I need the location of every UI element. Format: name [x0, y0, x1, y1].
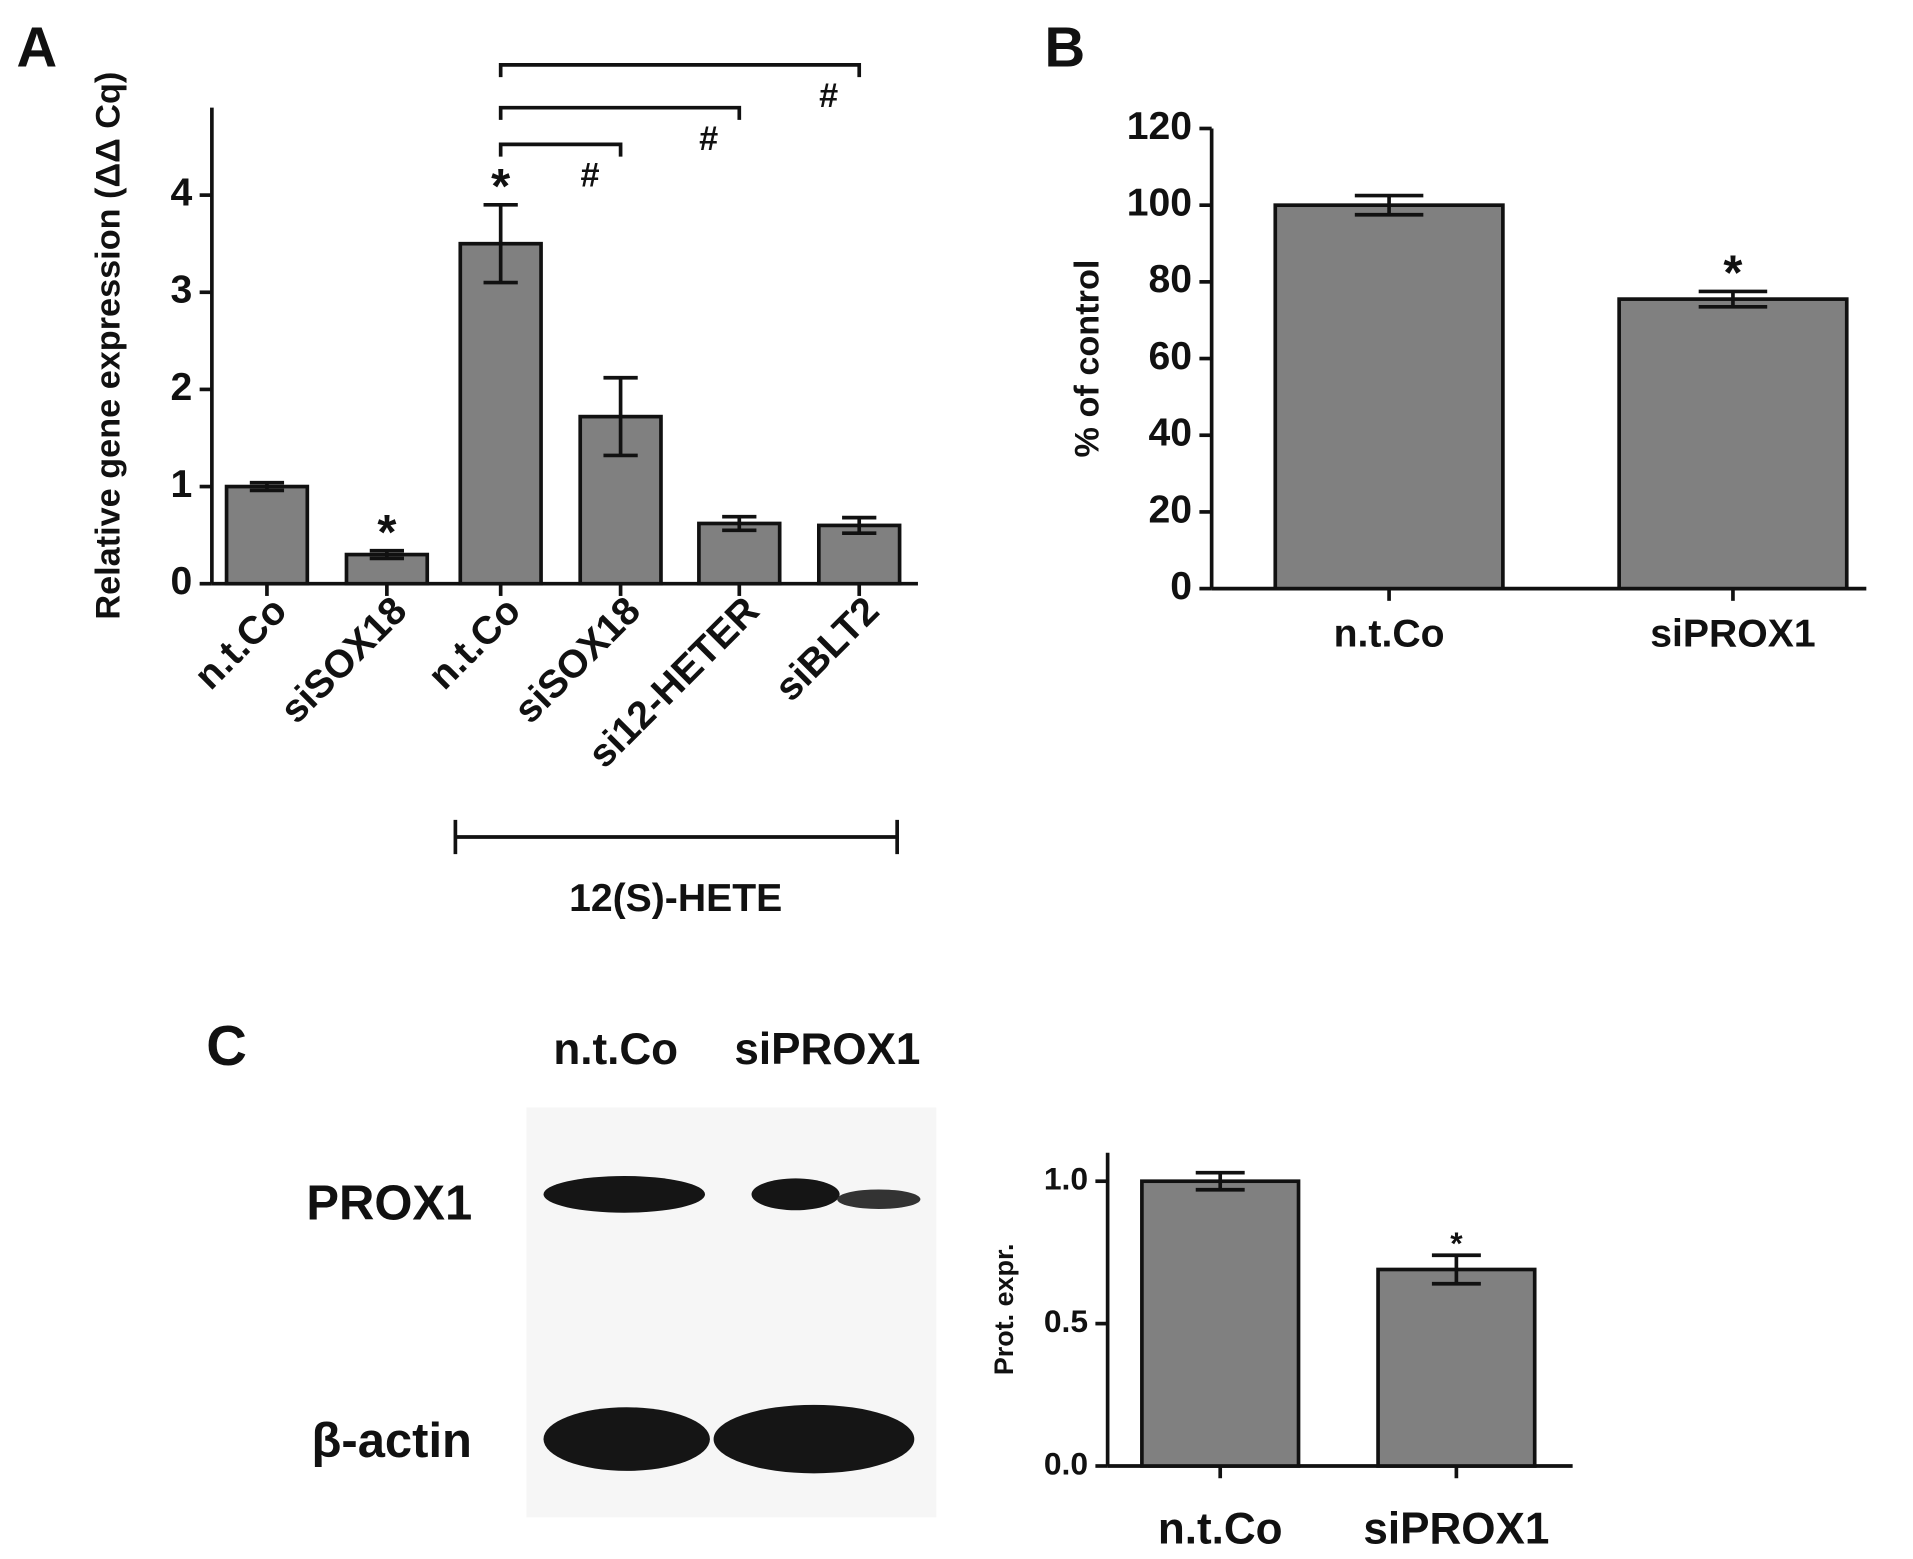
comparison-bracket	[498, 142, 623, 157]
blot-bands	[543, 1175, 921, 1474]
lane-label: n.t.Co	[553, 1025, 678, 1074]
x-tick-label: siPROX1	[1363, 1505, 1549, 1554]
comparison-mark: #	[819, 77, 838, 115]
panel-label: C	[206, 1014, 247, 1077]
comparison-mark: #	[580, 156, 599, 194]
comparison-bracket	[498, 105, 742, 120]
y-tick-label: 60	[1149, 335, 1193, 378]
y-tick-label: 2	[171, 366, 193, 409]
panel-label: B	[1044, 15, 1085, 78]
comparison-bracket	[498, 63, 862, 78]
bar	[1376, 1267, 1537, 1468]
y-axis-label: Prot. expr.	[989, 1244, 1019, 1376]
y-axis-label: % of control	[1068, 260, 1106, 458]
y-tick-label: 4	[171, 171, 193, 214]
x-tick-label: siBLT2	[767, 589, 888, 710]
y-tick-label: 1	[171, 463, 193, 506]
y-tick-label: 20	[1149, 488, 1193, 531]
x-tick-label: n.t.Co	[1334, 613, 1445, 656]
band-label: β-actin	[312, 1414, 472, 1468]
x-tick-label: siSOX18	[273, 589, 416, 732]
y-axis-label: Relative gene expression (ΔΔ Cq)	[89, 72, 127, 620]
bar	[1273, 203, 1505, 591]
comparison-mark: #	[699, 120, 718, 158]
lane-label: siPROX1	[734, 1025, 920, 1074]
x-tick-label: n.t.Co	[186, 589, 295, 698]
y-tick-label: 0.0	[1044, 1445, 1088, 1481]
band-label: PROX1	[306, 1176, 472, 1230]
group-bracket	[453, 819, 899, 855]
y-tick-label: 3	[171, 269, 193, 312]
significance-mark: *	[377, 506, 396, 560]
significance-mark: *	[1450, 1225, 1463, 1261]
y-tick-label: 1.0	[1044, 1161, 1088, 1197]
bar	[458, 241, 543, 586]
y-tick-label: 0	[171, 560, 193, 603]
x-tick-label: siPROX1	[1650, 613, 1815, 656]
group-label: 12(S)-HETE	[569, 877, 782, 920]
bar	[697, 521, 782, 586]
x-tick-label: n.t.Co	[1158, 1505, 1283, 1554]
y-tick-label: 100	[1127, 182, 1192, 225]
y-tick-label: 40	[1149, 412, 1193, 455]
panel-label: A	[17, 15, 58, 78]
y-tick-label: 80	[1149, 258, 1193, 301]
significance-mark: *	[1723, 247, 1742, 301]
significance-mark: *	[491, 160, 510, 214]
bar	[1617, 297, 1849, 591]
y-tick-label: 0	[1170, 565, 1192, 608]
bar	[816, 523, 902, 586]
bar	[1140, 1179, 1301, 1468]
x-tick-label: n.t.Co	[420, 589, 529, 698]
y-tick-label: 0.5	[1044, 1303, 1088, 1339]
y-tick-label: 120	[1127, 105, 1192, 148]
bar	[224, 484, 310, 586]
